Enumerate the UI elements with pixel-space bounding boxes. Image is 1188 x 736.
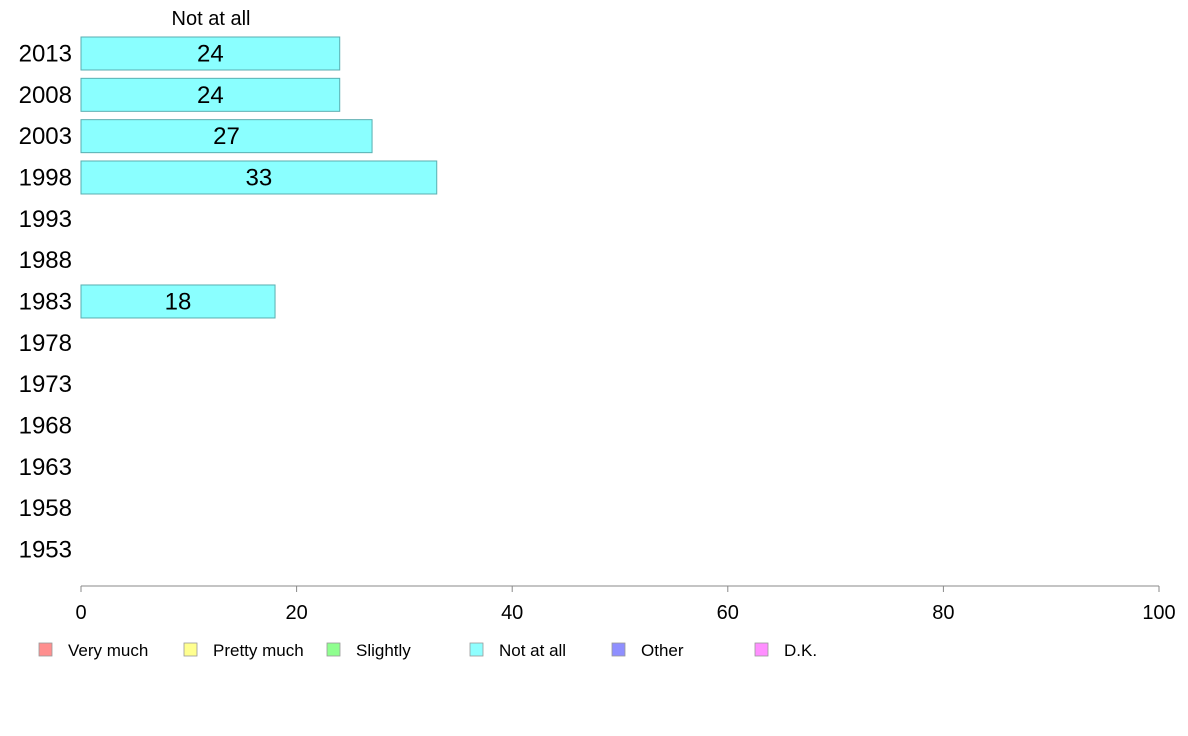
- legend-label: D.K.: [784, 641, 817, 660]
- bar-value-label: 27: [213, 123, 240, 150]
- legend-swatch: [183, 642, 198, 657]
- bar: [80, 119, 373, 154]
- category-label: 2013: [19, 41, 72, 68]
- bar: [80, 160, 438, 195]
- bar: [80, 284, 276, 319]
- bar-value-label: 18: [165, 288, 192, 315]
- legend-swatch: [469, 642, 484, 657]
- legend-label: Very much: [68, 641, 148, 660]
- x-tick-label: 80: [932, 602, 954, 624]
- category-label: 1958: [19, 495, 72, 522]
- x-axis: 0 20 40 60 80 100: [75, 585, 1176, 624]
- legend-label: Not at all: [499, 641, 566, 660]
- x-tick-label: 0: [75, 602, 86, 624]
- bar-value-label: 33: [246, 164, 273, 191]
- panel-title: Not at all: [172, 8, 251, 30]
- category-label: 1993: [19, 206, 72, 233]
- legend-swatch: [754, 642, 769, 657]
- legend-label: Pretty much: [213, 641, 304, 660]
- legend: Very much Pretty much Slightly Not at all Ot…: [38, 641, 817, 660]
- legend-swatch: [611, 642, 626, 657]
- x-tick-label: 60: [717, 602, 739, 624]
- category-label: 2003: [19, 123, 72, 150]
- category-label: 1978: [19, 330, 72, 357]
- legend-label: Slightly: [356, 641, 411, 660]
- legend-swatch: [38, 642, 53, 657]
- category-label: 1973: [19, 371, 72, 398]
- category-label: 1963: [19, 454, 72, 481]
- category-label: 1953: [19, 536, 72, 563]
- bar: [80, 36, 341, 71]
- x-tick-label: 40: [501, 602, 523, 624]
- category-label: 1988: [19, 247, 72, 274]
- x-tick-label: 20: [285, 602, 307, 624]
- legend-swatch: [326, 642, 341, 657]
- category-label: 1998: [19, 164, 72, 191]
- bar-value-label: 24: [197, 41, 224, 68]
- bar-value-label: 24: [197, 82, 224, 109]
- category-label: 1983: [19, 288, 72, 315]
- x-tick-label: 100: [1142, 602, 1175, 624]
- category-label: 2008: [19, 82, 72, 109]
- legend-label: Other: [641, 641, 684, 660]
- category-labels: 2013 2008 2003 1998 1993 1988 1983 1978 1973 1968…: [19, 41, 72, 564]
- category-label: 1968: [19, 412, 72, 439]
- bar: [80, 77, 341, 112]
